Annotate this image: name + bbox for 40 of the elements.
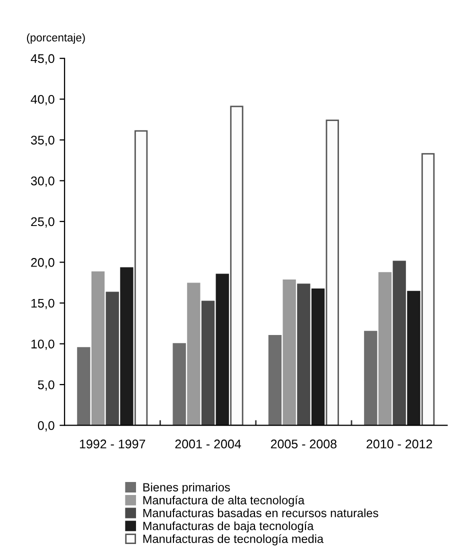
bar [421, 153, 435, 426]
bar [91, 271, 105, 426]
bar [326, 120, 339, 426]
y-tick-label: 20,0 [31, 258, 54, 268]
bar [120, 267, 134, 426]
x-tick-label: 2010 - 2012 [366, 440, 432, 448]
legend-label: Bienes primarios [143, 482, 230, 494]
bar [172, 343, 186, 426]
y-tick-label: 25,0 [31, 217, 54, 228]
y-tick-label: 10,0 [31, 340, 54, 350]
bar [392, 260, 406, 426]
bar [216, 274, 229, 426]
y-axis-title: (porcentaje) [26, 33, 85, 44]
y-tick-label: 5,0 [38, 380, 54, 391]
x-tick-label: 1992 - 1997 [80, 440, 146, 448]
bar [230, 106, 244, 426]
bar [77, 347, 90, 426]
y-tick-label: 45,0 [30, 54, 54, 65]
y-tick-label: 35,0 [30, 136, 54, 146]
bar [187, 282, 200, 426]
x-tick-label: 2005 - 2008 [270, 440, 337, 448]
bar [364, 330, 378, 426]
x-tick-label: 2001 - 2004 [175, 440, 242, 448]
bar [311, 288, 325, 426]
y-tick-label: 15,0 [31, 298, 54, 310]
y-tick-label: 0,0 [38, 421, 54, 432]
legend-label: Manufacturas de baja tecnología [143, 521, 314, 532]
bar [268, 334, 282, 426]
bar [378, 272, 392, 426]
legend-label: Manufacturas basadas en recursos naturales [143, 508, 378, 518]
legend-label: Manufacturas de tecnología media [143, 534, 324, 546]
bar [106, 292, 119, 426]
y-tick-label: 40,0 [30, 94, 54, 106]
bar [282, 279, 296, 426]
bar [407, 290, 420, 426]
bar [134, 130, 148, 426]
bar [201, 300, 215, 426]
bar [297, 284, 310, 426]
legend-label: Manufactura de alta tecnología [143, 496, 305, 507]
y-tick-label: 30,0 [30, 176, 54, 187]
